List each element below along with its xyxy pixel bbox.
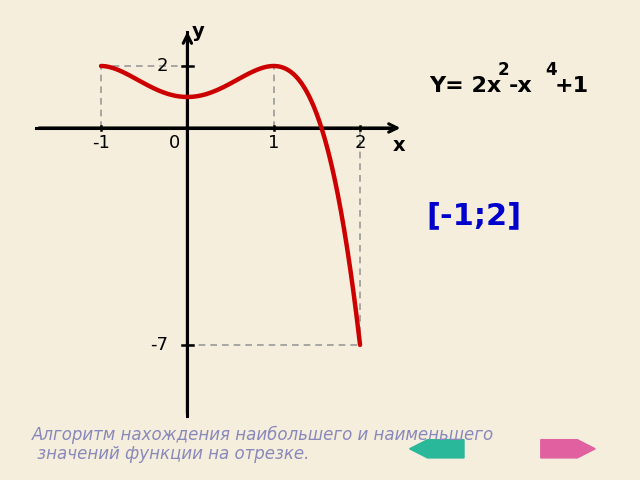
FancyArrow shape — [541, 440, 595, 458]
Text: -x: -x — [509, 76, 532, 96]
Text: -7: -7 — [150, 336, 168, 354]
Text: 2: 2 — [157, 57, 168, 75]
Text: значений функции на отрезке.: значений функции на отрезке. — [32, 444, 309, 463]
Text: y: y — [191, 23, 204, 41]
Text: x: x — [392, 135, 405, 155]
Text: 4: 4 — [545, 60, 557, 79]
Text: Алгоритм нахождения наибольшего и наименьшего: Алгоритм нахождения наибольшего и наимен… — [32, 425, 494, 444]
Text: 1: 1 — [268, 134, 280, 153]
Text: [-1;2]: [-1;2] — [426, 202, 521, 230]
Text: 0: 0 — [169, 134, 180, 153]
FancyArrow shape — [410, 440, 464, 458]
Text: Y= 2x: Y= 2x — [429, 76, 501, 96]
Text: +1: +1 — [555, 76, 589, 96]
Text: 2: 2 — [355, 134, 366, 153]
Text: 2: 2 — [498, 60, 509, 79]
Text: -1: -1 — [92, 134, 110, 153]
